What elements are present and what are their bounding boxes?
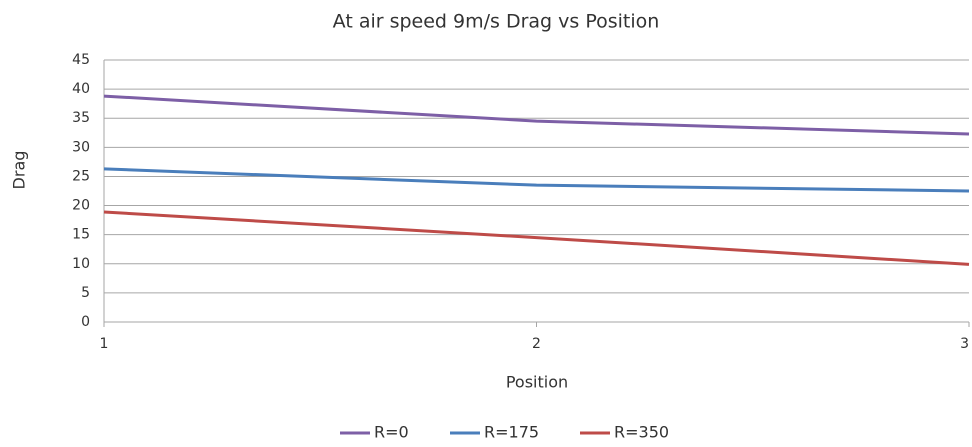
y-tick-label: 30 — [72, 139, 90, 155]
legend-label: R=175 — [484, 423, 539, 442]
legend-label: R=350 — [614, 423, 669, 442]
line — [103, 167, 970, 193]
y-tick-label: 25 — [72, 168, 90, 184]
y-tick-label: 35 — [72, 110, 90, 126]
x-tick-label: 1 — [100, 336, 109, 352]
y-tick-label: 15 — [72, 227, 90, 243]
y-tick-label: 0 — [81, 314, 90, 330]
chart-title: At air speed 9m/s Drag vs Position — [333, 11, 660, 33]
x-tick-label: 3 — [960, 336, 969, 352]
x-axis-label: Position — [506, 373, 568, 392]
y-tick-label: 45 — [72, 52, 90, 68]
y-tick-label: 10 — [72, 256, 90, 272]
y-tick-label: 40 — [72, 81, 90, 97]
legend-label: R=0 — [374, 423, 409, 442]
x-tick-label: 2 — [532, 336, 541, 352]
y-tick-label: 5 — [81, 285, 90, 301]
y-axis-label: Drag — [10, 151, 29, 190]
line — [103, 210, 970, 266]
line — [103, 94, 970, 136]
y-tick-label: 20 — [72, 198, 90, 214]
